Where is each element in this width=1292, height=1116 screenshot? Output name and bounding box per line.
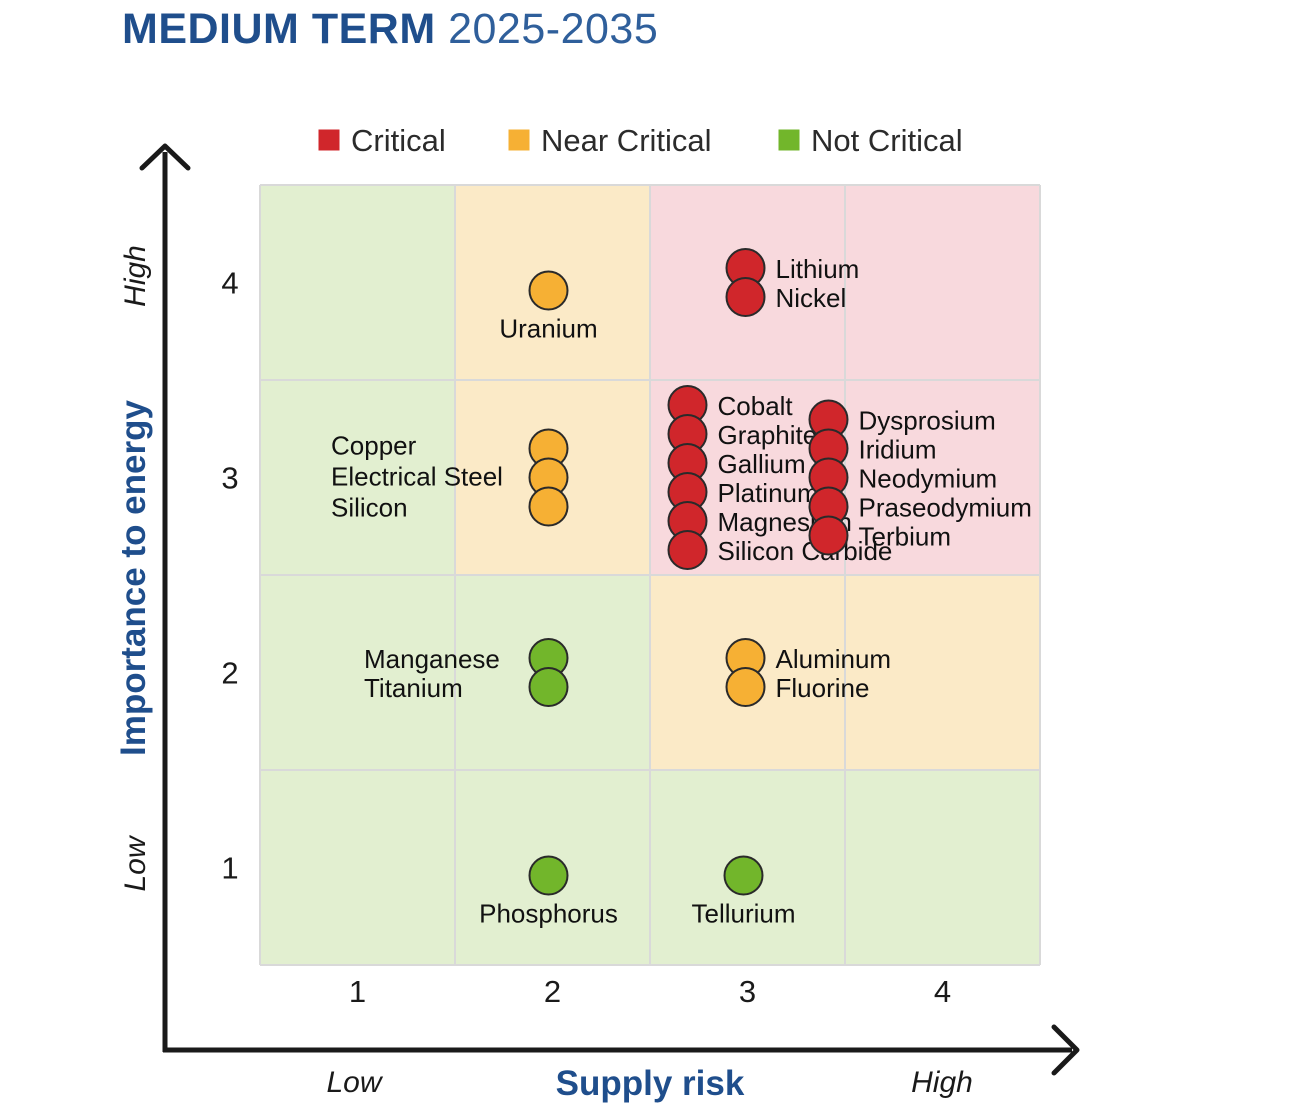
data-label: Electrical Steel bbox=[331, 462, 503, 492]
data-label: Silicon bbox=[331, 493, 408, 523]
data-point bbox=[723, 855, 764, 896]
data-point bbox=[528, 270, 569, 311]
legend-label-not_critical: Not Critical bbox=[811, 123, 963, 158]
data-label: Cobalt bbox=[718, 391, 794, 421]
data-point bbox=[528, 667, 569, 707]
data-point bbox=[667, 530, 708, 570]
data-label: Copper bbox=[331, 431, 417, 461]
axis-labels: Supply risk Low High Importance to energ… bbox=[114, 245, 973, 1103]
x-axis-low-label: Low bbox=[326, 1066, 383, 1099]
data-label: Platinum bbox=[718, 478, 819, 508]
y-axis-low-label: Low bbox=[119, 834, 152, 891]
data-label: Manganese bbox=[364, 644, 500, 674]
data-label: Silicon Carbide bbox=[718, 536, 893, 566]
matrix-cell-4-1 bbox=[845, 770, 1040, 965]
x-tick-label: 2 bbox=[544, 974, 561, 1009]
x-tick-label: 4 bbox=[934, 974, 951, 1009]
data-label: Iridium bbox=[859, 435, 937, 465]
matrix-cell-4-4 bbox=[845, 185, 1040, 380]
legend: Critical Near Critical Not Critical bbox=[317, 123, 963, 158]
axes bbox=[139, 143, 1080, 1076]
data-label: Titanium bbox=[364, 673, 463, 703]
matrix-cell-1-2 bbox=[260, 575, 455, 770]
x-tick-label: 1 bbox=[349, 974, 366, 1009]
matrix-cell-4-2 bbox=[845, 575, 1040, 770]
matrix-cell-1-3 bbox=[260, 380, 455, 575]
y-axis-title: Importance to energy bbox=[114, 400, 153, 756]
data-label: Phosphorus bbox=[479, 899, 618, 929]
data-point bbox=[808, 515, 849, 556]
x-axis-title: Supply risk bbox=[556, 1064, 745, 1103]
y-tick-label: 4 bbox=[221, 266, 238, 301]
legend-label-critical: Critical bbox=[351, 123, 446, 158]
data-point bbox=[528, 855, 569, 896]
y-axis-arrowhead bbox=[139, 143, 191, 171]
matrix-cell-4-3 bbox=[845, 380, 1040, 575]
data-label: Nickel bbox=[776, 283, 847, 313]
data-label: Gallium bbox=[718, 449, 806, 479]
page-title: MEDIUM TERM 2025-2035 bbox=[122, 4, 658, 54]
y-tick-label: 1 bbox=[221, 851, 238, 886]
matrix-cell-1-4 bbox=[260, 185, 455, 380]
y-axis-high-label: High bbox=[119, 245, 152, 307]
data-point bbox=[528, 486, 569, 527]
tick-labels: 1 2 3 4 1 2 3 4 bbox=[221, 266, 951, 1010]
y-tick-label: 2 bbox=[221, 656, 238, 691]
y-tick-label: 3 bbox=[221, 461, 238, 496]
data-label: Praseodymium bbox=[859, 493, 1032, 523]
data-point bbox=[725, 277, 766, 317]
data-label: Dysprosium bbox=[859, 406, 996, 436]
x-axis-arrowhead bbox=[1051, 1024, 1080, 1076]
grid-lines bbox=[259, 184, 1041, 966]
data-label: Graphite bbox=[718, 420, 818, 450]
matrix-cell-1-1 bbox=[260, 770, 455, 965]
data-label: Terbium bbox=[859, 522, 951, 552]
data-label: Tellurium bbox=[691, 899, 795, 929]
legend-swatch-not_critical bbox=[777, 128, 801, 152]
legend-swatch-critical bbox=[317, 128, 341, 152]
legend-label-near_critical: Near Critical bbox=[541, 123, 712, 158]
x-axis-high-label: High bbox=[911, 1066, 973, 1099]
chart-title: MEDIUM TERM bbox=[122, 5, 436, 53]
data-label: Aluminum bbox=[776, 644, 892, 674]
data-label: Neodymium bbox=[859, 464, 998, 494]
data-label: Lithium bbox=[776, 254, 860, 284]
data-label: Fluorine bbox=[776, 673, 870, 703]
data-point bbox=[725, 667, 766, 707]
data-label: Uranium bbox=[499, 314, 597, 344]
x-tick-label: 3 bbox=[739, 974, 756, 1009]
legend-swatch-near_critical bbox=[507, 128, 531, 152]
chart-subtitle: 2025-2035 bbox=[448, 5, 659, 53]
